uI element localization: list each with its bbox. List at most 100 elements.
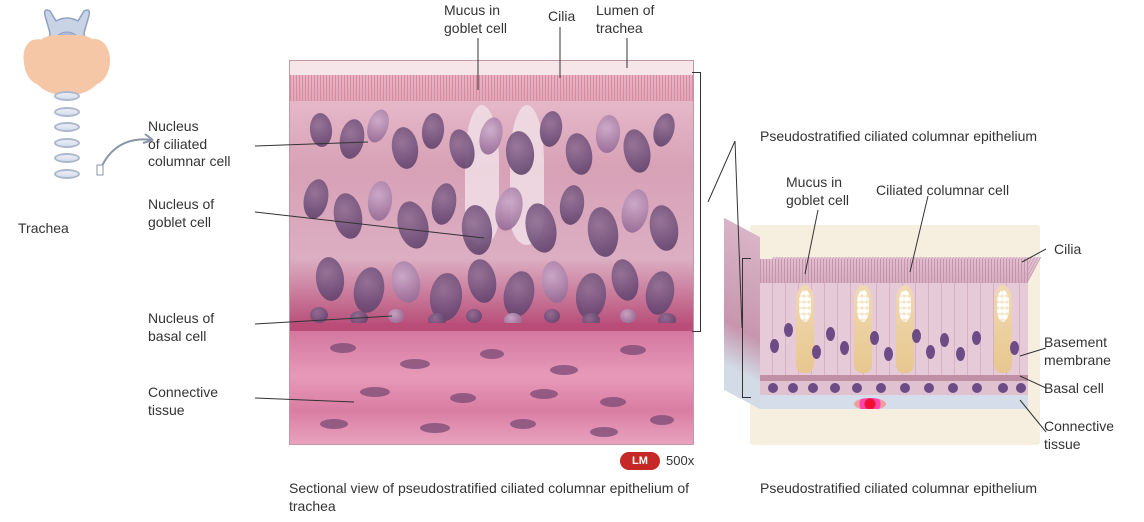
- schematic-nucleus: [870, 331, 879, 345]
- schematic-basal-nucleus: [830, 383, 840, 393]
- micrograph-fibroblast-nucleus: [650, 415, 674, 425]
- micrograph-nucleus: [389, 125, 421, 170]
- label-sch-basal: Basal cell: [1044, 380, 1104, 398]
- label-sch-basement: Basement membrane: [1044, 334, 1111, 369]
- label-sch-ciliated-cell: Ciliated columnar cell: [876, 182, 1009, 200]
- schematic-nucleus: [926, 345, 935, 359]
- micrograph-nucleus: [538, 110, 565, 149]
- schematic-goblet-cell: [854, 285, 872, 373]
- label-sch-mucus: Mucus in goblet cell: [786, 174, 849, 209]
- schematic-basal-nucleus: [768, 383, 778, 393]
- schematic-panel: [750, 225, 1040, 445]
- micrograph-nucleus: [539, 259, 571, 304]
- micrograph-nucleus: [314, 256, 346, 303]
- micrograph-nucleus: [466, 309, 482, 323]
- lm-badge: LM: [620, 452, 660, 470]
- schematic-nucleus: [912, 329, 921, 343]
- schematic-nucleus: [784, 323, 793, 337]
- micrograph-nucleus: [646, 203, 682, 253]
- thyroid-gland-icon: [28, 35, 106, 95]
- schematic-basal-nucleus: [900, 383, 910, 393]
- micrograph-fibroblast-nucleus: [400, 359, 430, 369]
- micrograph-nucleus: [300, 177, 332, 221]
- micrograph-nucleus: [620, 127, 655, 175]
- micrograph-nucleus: [310, 307, 328, 323]
- schematic-cube: [760, 237, 1028, 409]
- schematic-mucus: [997, 290, 1009, 322]
- schematic-goblet-cell: [896, 285, 914, 373]
- label-sch-connective: Connective tissue: [1044, 418, 1114, 453]
- micrograph-fibroblast-nucleus: [450, 393, 476, 403]
- micrograph-nucleus: [544, 309, 560, 323]
- label-connective-tissue: Connective tissue: [148, 384, 218, 419]
- micrograph-nucleus: [309, 112, 334, 148]
- micrograph-fibroblast-nucleus: [320, 419, 348, 429]
- micrograph-nucleus: [366, 180, 394, 222]
- schematic-goblet-cell: [796, 285, 814, 373]
- schematic-nucleus: [812, 345, 821, 359]
- label-basal-nucleus: Nucleus of basal cell: [148, 310, 214, 345]
- label-cilia: Cilia: [548, 8, 575, 26]
- micrograph-fibroblast-nucleus: [510, 419, 536, 429]
- micrograph-nucleus: [363, 107, 393, 146]
- micrograph-connective-tissue: [290, 331, 693, 444]
- micrograph-bracket: [700, 72, 701, 332]
- schematic-nucleus: [884, 347, 893, 361]
- schematic-nucleus: [840, 341, 849, 355]
- schematic-basal-nucleus: [972, 383, 982, 393]
- label-mucus-goblet: Mucus in goblet cell: [444, 2, 507, 37]
- micrograph-nucleus: [650, 111, 679, 149]
- label-ciliated-nucleus: Nucleus of ciliated columnar cell: [148, 118, 230, 171]
- micrograph-nucleus: [620, 309, 636, 323]
- schematic-face-front: [760, 259, 1028, 409]
- trachea-rings-icon: [54, 91, 80, 179]
- label-lumen: Lumen of trachea: [596, 2, 654, 37]
- label-sch-cilia: Cilia: [1054, 241, 1081, 259]
- schematic-mucus: [899, 290, 911, 322]
- schematic-nucleus: [1010, 341, 1019, 355]
- micrograph-nucleus: [393, 198, 434, 252]
- micrograph-fibroblast-nucleus: [600, 397, 626, 407]
- micrograph-nucleus: [464, 257, 499, 305]
- label-goblet-nucleus: Nucleus of goblet cell: [148, 196, 214, 231]
- schematic-basal-layer: [760, 381, 1028, 395]
- micrograph-nucleus: [500, 268, 539, 319]
- schematic-goblet-cell: [994, 285, 1012, 373]
- schematic-nucleus: [956, 347, 965, 361]
- schematic-columnar-cells: [760, 283, 1028, 375]
- blood-vessel-icon: [854, 398, 886, 409]
- schematic-nucleus: [770, 339, 779, 353]
- magnification-label: 500x: [666, 453, 694, 468]
- schematic-nucleus: [826, 327, 835, 341]
- micrograph-fibroblast-nucleus: [530, 389, 558, 399]
- label-epithelium-type: Pseudostratified ciliated columnar epith…: [760, 128, 1037, 146]
- micrograph-nucleus: [420, 112, 446, 150]
- micrograph-nucleus: [618, 187, 653, 235]
- micrograph-fibroblast-nucleus: [620, 345, 646, 355]
- micrograph-nucleus: [608, 257, 642, 303]
- schematic-basal-nucleus: [924, 383, 934, 393]
- micrograph-nucleus: [585, 205, 622, 259]
- micrograph-nucleus: [642, 269, 677, 317]
- micrograph-caption: Sectional view of pseudostratified cilia…: [289, 479, 694, 515]
- micrograph-panel: [289, 60, 694, 445]
- micrograph-cilia-band: [290, 75, 693, 103]
- micrograph-epithelium: [290, 101, 693, 326]
- schematic-nucleus: [940, 333, 949, 347]
- micrograph-nucleus: [594, 114, 622, 154]
- micrograph-fibroblast-nucleus: [360, 387, 390, 397]
- micrograph-nucleus: [337, 117, 368, 161]
- schematic-cilia: [760, 259, 1028, 283]
- micrograph-nucleus: [388, 259, 424, 306]
- schematic-basal-nucleus: [948, 383, 958, 393]
- schematic-nucleus: [972, 331, 981, 345]
- schematic-basal-nucleus: [1016, 383, 1026, 393]
- schematic-bracket: [742, 258, 743, 398]
- micrograph-nucleus: [330, 191, 366, 241]
- micrograph-nucleus: [429, 181, 460, 227]
- schematic-basal-nucleus: [852, 383, 862, 393]
- schematic-basal-nucleus: [808, 383, 818, 393]
- micrograph-nucleus: [388, 309, 404, 323]
- micrograph-fibroblast-nucleus: [550, 365, 578, 375]
- micrograph-fibroblast-nucleus: [590, 427, 618, 437]
